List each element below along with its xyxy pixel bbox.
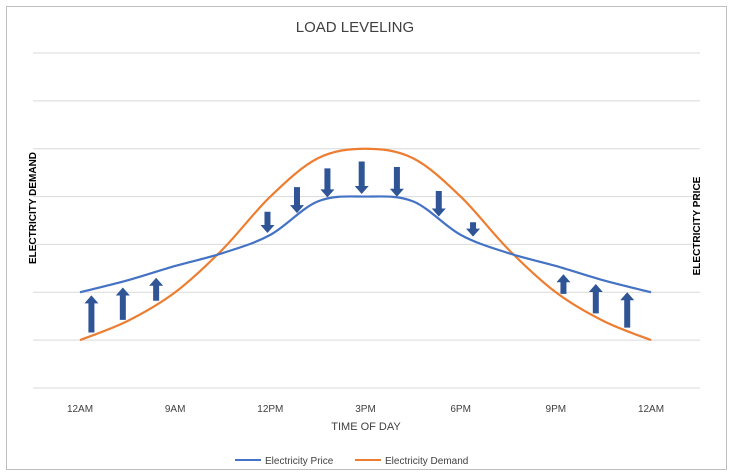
arrow-up-shape [588,284,603,314]
right-axis-label: ELECTRICITY PRICE [692,176,703,275]
x-tick-label: 6PM [450,404,471,415]
arrow-down [354,161,369,194]
x-tick-label: 12PM [257,404,283,415]
arrow-down [466,222,481,237]
arrow-up [115,287,130,320]
arrow-up-shape [115,287,130,320]
arrow-down-shape [289,187,304,214]
shift-arrows [84,161,635,333]
x-tick-label: 3PM [355,404,376,415]
arrow-down [389,167,404,197]
price-series [79,195,652,294]
arrow-up [149,277,164,301]
arrow-up-shape [556,274,571,294]
x-axis-title: TIME OF DAY [331,421,401,433]
x-tick-labels: 12AM 9AM 12PM 3PM 6PM 9PM 12AM [67,404,664,415]
arrow-up [556,274,571,294]
arrow-down-shape [389,167,404,197]
arrow-up [620,292,635,328]
arrow-down-shape [466,222,481,237]
x-tick-label: 9PM [546,404,567,415]
chart-frame [6,6,727,470]
x-tick-label: 9AM [165,404,186,415]
arrow-down-shape [260,211,275,233]
arrow-down-shape [431,190,446,217]
arrow-down-shape [320,168,335,198]
legend: Electricity Price Electricity Demand [235,456,468,467]
x-tick-label: 12AM [638,404,664,415]
arrow-down [260,211,275,233]
x-tick-label: 12AM [67,404,93,415]
demand-line [79,147,652,342]
arrow-up [84,295,99,333]
arrow-up [588,284,603,314]
arrow-up-shape [84,295,99,333]
arrow-down [289,187,304,214]
chart-title: LOAD LEVELING [296,19,414,36]
arrow-up-shape [620,292,635,328]
left-axis-label: ELECTRICITY DEMAND [28,152,39,264]
demand-series [79,147,652,342]
arrow-down [431,190,446,217]
arrow-down-shape [354,161,369,194]
gridlines [33,52,700,389]
legend-price-label: Electricity Price [265,456,334,467]
arrow-up-shape [149,277,164,301]
arrow-down [320,168,335,198]
price-line [79,195,652,294]
legend-demand-label: Electricity Demand [385,456,468,467]
